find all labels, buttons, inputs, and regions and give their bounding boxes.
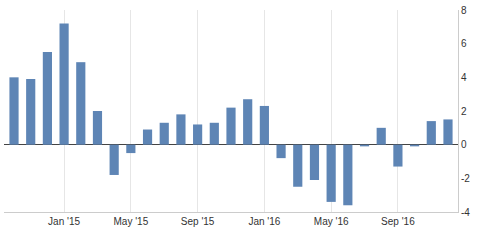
svg-text:0: 0	[461, 139, 467, 150]
svg-text:8: 8	[461, 5, 467, 16]
svg-text:Jan '16: Jan '16	[248, 216, 280, 227]
svg-text:-2: -2	[461, 173, 470, 184]
svg-text:Jan '15: Jan '15	[48, 216, 80, 227]
svg-text:May '15: May '15	[113, 216, 148, 227]
svg-text:Sep '16: Sep '16	[381, 216, 415, 227]
svg-text:6: 6	[461, 38, 467, 49]
svg-text:2: 2	[461, 106, 467, 117]
svg-text:4: 4	[461, 72, 467, 83]
svg-text:-4: -4	[461, 207, 470, 218]
svg-text:May '16: May '16	[314, 216, 349, 227]
svg-text:Sep '15: Sep '15	[181, 216, 215, 227]
